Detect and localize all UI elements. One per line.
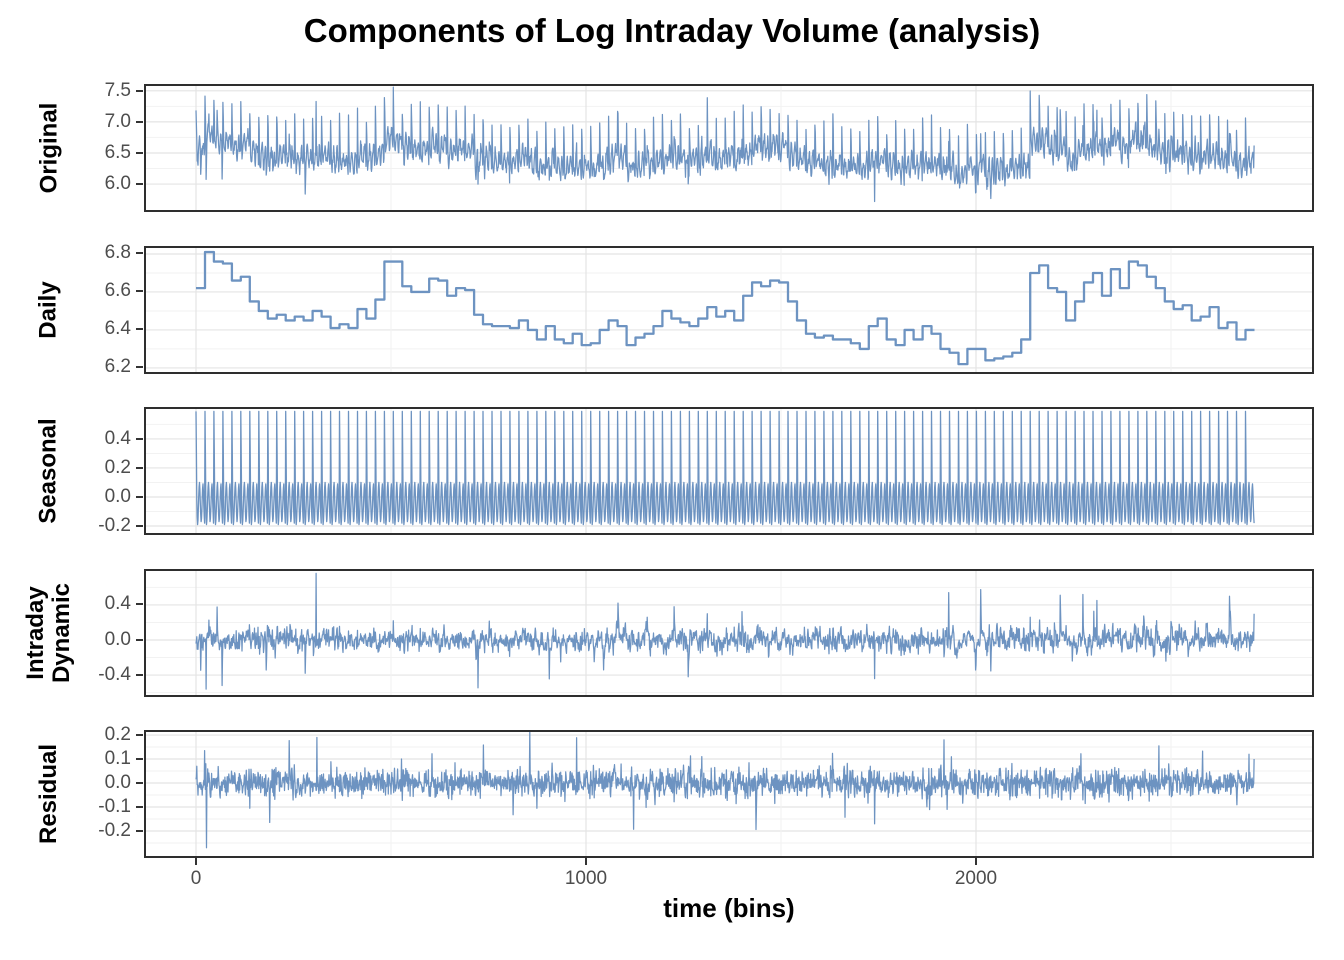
y-tick-label: 6.0	[104, 173, 131, 195]
y-tick-mark	[136, 525, 143, 527]
chart-title: Components of Log Intraday Volume (analy…	[303, 12, 1041, 49]
x-tick-label: 0	[190, 868, 202, 889]
y-tick-label: 0.2	[104, 456, 131, 478]
y-tick-mark	[136, 603, 143, 606]
y-tick-mark	[136, 89, 143, 92]
y-tick-mark	[136, 638, 143, 641]
y-tick-mark	[136, 328, 143, 331]
y-tick-label: -0.2	[98, 515, 131, 536]
panel-daily-plot	[144, 245, 1314, 374]
panel-label-text: Seasonal	[35, 418, 63, 524]
panel-label-text: Daily	[35, 280, 62, 339]
y-tick-label: 0.0	[104, 772, 131, 794]
y-tick-label: -0.4	[98, 663, 131, 685]
x-tick-mark	[195, 858, 197, 865]
y-tick-label: 0.4	[104, 427, 131, 449]
residual-series-line	[195, 730, 1255, 849]
y-tick-label: 7.5	[104, 79, 131, 101]
x-tick-label: 1000	[564, 868, 608, 889]
panel-seasonal-plot	[144, 407, 1314, 535]
y-tick-label: 0.4	[104, 593, 131, 615]
y-tick-label: -0.2	[98, 820, 131, 841]
y-tick-label: 7.0	[104, 110, 131, 132]
y-tick-label: 0.2	[104, 724, 131, 746]
y-tick-mark	[136, 290, 143, 293]
y-tick-mark	[136, 758, 143, 761]
y-tick-mark	[136, 151, 143, 154]
y-tick-label: 6.5	[104, 141, 131, 163]
original-series-line	[195, 86, 1255, 203]
panel-label-text: Original	[35, 102, 62, 194]
y-tick-mark	[136, 806, 143, 809]
y-tick-mark	[136, 183, 143, 186]
panel-intraday-dynamic-plot	[144, 568, 1314, 697]
x-tick-label: 2000	[954, 868, 998, 889]
y-tick-mark	[136, 830, 143, 832]
panel-residual-plot	[144, 730, 1314, 858]
y-tick-mark	[136, 437, 143, 440]
daily-series-line	[196, 250, 1255, 365]
y-tick-mark	[136, 673, 143, 676]
seasonal-series-line	[195, 410, 1255, 526]
panel-original-plot	[144, 84, 1314, 212]
y-tick-mark	[136, 466, 143, 469]
y-tick-label: 6.4	[104, 318, 131, 340]
y-tick-label: 0.0	[104, 485, 131, 507]
y-tick-mark	[136, 120, 143, 123]
y-tick-mark	[136, 252, 143, 255]
y-tick-mark	[136, 366, 143, 369]
y-tick-label: -0.1	[98, 796, 131, 818]
x-axis-title: time (bins)	[663, 893, 795, 923]
y-tick-mark	[136, 734, 143, 737]
y-tick-label: 6.6	[104, 280, 131, 302]
panel-label-text: Residual	[35, 743, 62, 845]
y-tick-label: 0.0	[104, 628, 131, 650]
y-tick-label: 6.8	[104, 242, 131, 264]
y-tick-label: 0.1	[104, 748, 131, 770]
intraday-dynamic-series-line	[195, 572, 1255, 690]
y-tick-mark	[136, 495, 143, 498]
x-tick-mark	[585, 858, 587, 865]
y-tick-label: 6.2	[104, 356, 131, 378]
x-tick-mark	[975, 858, 977, 865]
y-tick-mark	[136, 782, 143, 785]
